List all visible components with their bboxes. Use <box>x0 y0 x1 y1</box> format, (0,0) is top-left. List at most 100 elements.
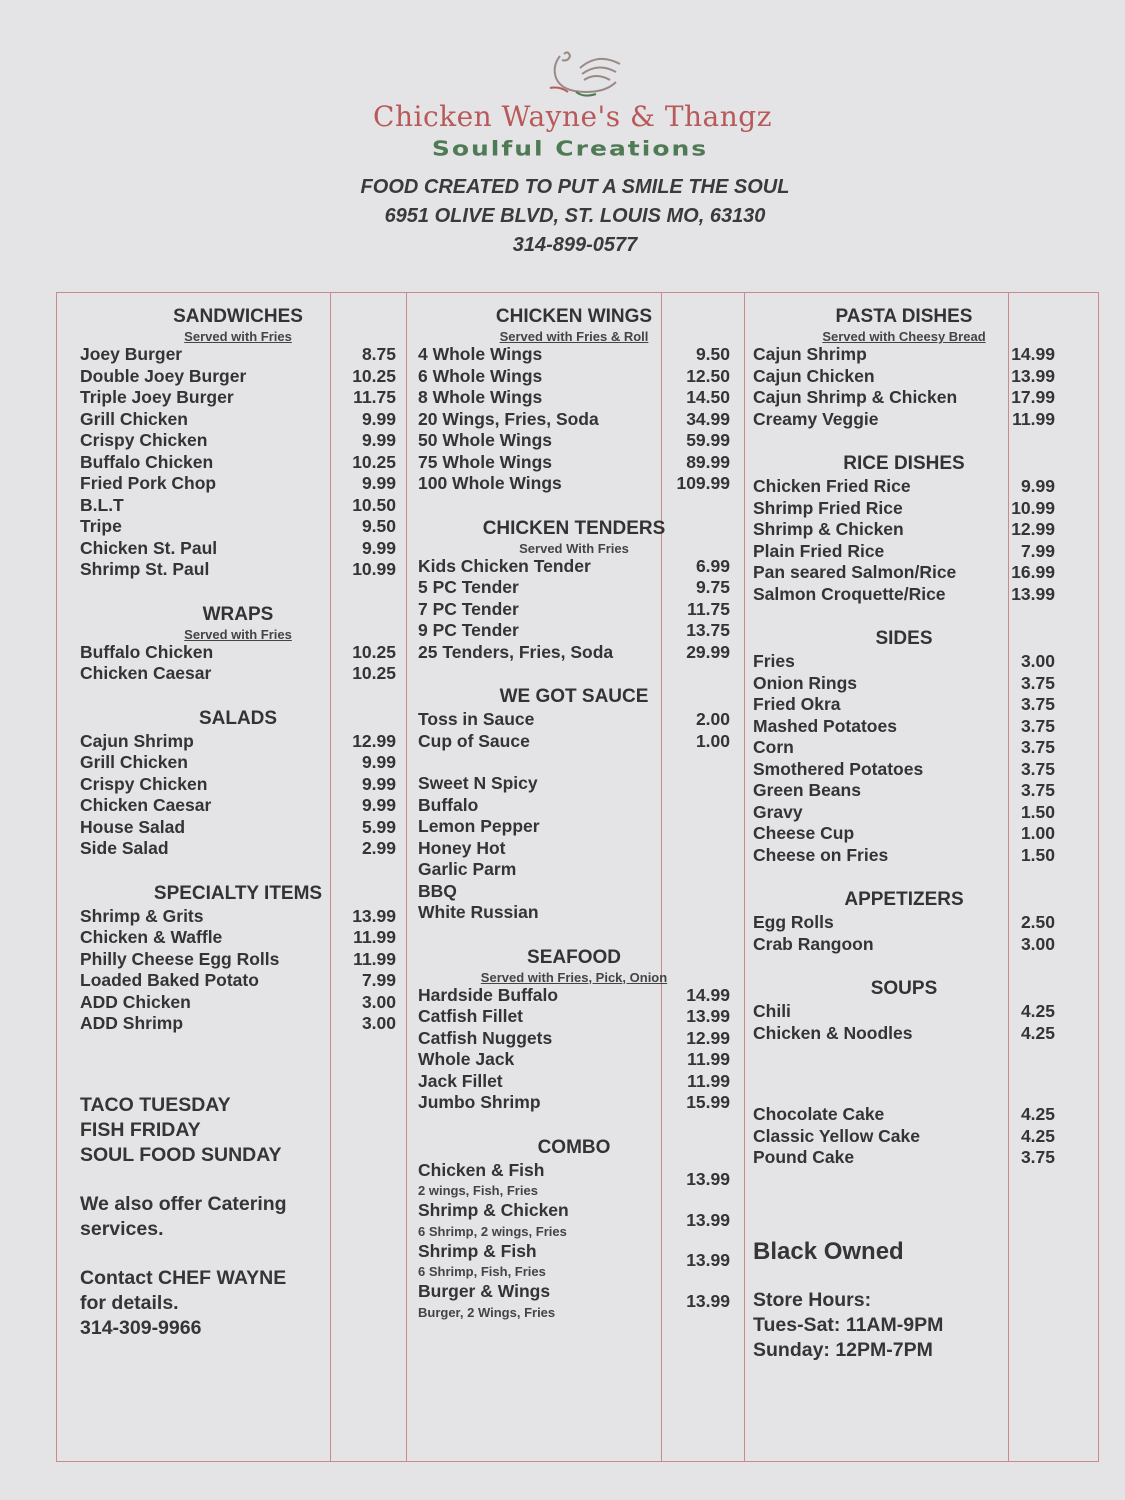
item-name: Plain Fried Rice <box>753 540 885 561</box>
item-info: Crispy Chicken <box>80 430 207 452</box>
item-price: 10.25 <box>352 365 396 386</box>
note-line: 314-309-9966 <box>80 1316 202 1339</box>
item-name: Toss in Sauce <box>418 709 535 729</box>
item-price: 13.99 <box>686 1169 730 1189</box>
item-info: Chocolate Cake <box>753 1104 884 1126</box>
section-subtitle: Served with Fries, Pick, Onion <box>480 969 668 985</box>
item-name: 5 PC Tender <box>418 577 519 597</box>
item-name: House Salad <box>80 816 186 837</box>
item-price: 14.99 <box>686 984 730 1005</box>
item-name: Classic Yellow Cake <box>753 1125 921 1146</box>
menu-item: Crispy Chicken 9.99 <box>80 430 396 452</box>
note-line: FISH FRIDAY <box>80 1118 201 1141</box>
item-price: 10.50 <box>352 494 396 515</box>
menu-item: Catfish Fillet 13.99 <box>418 1006 730 1028</box>
item-name: ADD Shrimp <box>80 1013 184 1033</box>
note-line: TACO TUESDAY <box>80 1093 231 1116</box>
item-price: 12.99 <box>352 730 396 751</box>
item-price: 9.99 <box>361 408 396 429</box>
menu-item: Crispy Chicken 9.99 <box>80 774 396 796</box>
menu-item: 50 Whole Wings 59.99 <box>418 430 730 452</box>
item-name: Shrimp & Chicken <box>753 519 904 539</box>
item-info: Jack Fillet <box>418 1071 503 1093</box>
menu-item: Grill Chicken 9.99 <box>80 409 396 431</box>
item-name: Green Beans <box>753 780 861 800</box>
sauce-flavor: White Russian <box>418 902 539 922</box>
item-info: Hardside Buffalo <box>418 985 558 1007</box>
item-name: Chicken St. Paul <box>80 537 218 558</box>
item-name: B.L.T <box>80 494 124 515</box>
menu-item: Chili 4.25 <box>753 1001 1055 1023</box>
item-info: Kids Chicken Tender <box>418 556 591 578</box>
menu-section: PASTA DISHES Served with Cheesy Bread Caju… <box>753 305 1055 430</box>
item-info: 50 Whole Wings <box>418 430 552 452</box>
item-description: 6 Shrimp, Fish, Fries <box>418 1264 546 1279</box>
item-price: 10.25 <box>352 451 396 472</box>
menu-item: Toss in Sauce 2.00 <box>418 709 730 731</box>
item-price: 13.99 <box>686 1209 730 1230</box>
item-info: Chili <box>753 1001 791 1023</box>
item-name: Pound Cake <box>753 1147 855 1167</box>
item-info: 6 Whole Wings <box>418 366 542 388</box>
note-line: Tues-Sat: 11AM-9PM <box>753 1313 944 1336</box>
menu-item: Pound Cake 3.75 <box>753 1147 1055 1169</box>
item-price: 9.99 <box>361 795 396 815</box>
item-price: 4.25 <box>1020 1125 1055 1146</box>
menu-item: Side Salad 2.99 <box>80 838 396 860</box>
item-price: 4.25 <box>1020 1001 1055 1021</box>
item-info: Onion Rings <box>753 673 857 695</box>
item-price: 3.75 <box>1020 1147 1055 1167</box>
note-line: We also offer Catering <box>80 1192 287 1215</box>
item-name: Chicken Fried Rice <box>753 476 911 496</box>
item-info: Gravy <box>753 802 803 824</box>
menu-item: Chicken & Noodles 4.25 <box>753 1023 1055 1045</box>
item-name: Philly Cheese Egg Rolls <box>80 948 280 969</box>
menu-section: SEAFOOD Served with Fries, Pick, Onion Har… <box>418 946 730 1114</box>
sauce-flavor: Sweet N Spicy <box>418 773 538 793</box>
item-price: 9.50 <box>695 344 730 364</box>
menu-item: Double Joey Burger 10.25 <box>80 366 396 388</box>
menu-item: Chicken St. Paul 9.99 <box>80 538 396 560</box>
menu-section: APPETIZERS Egg Rolls 2.50 Crab Rangoon 3.00 <box>753 888 1055 955</box>
slogan: FOOD CREATED TO PUT A SMILE THE SOUL <box>360 176 790 198</box>
item-info: Chicken Fried Rice <box>753 476 911 498</box>
section-subtitle: Served with Fries & Roll <box>499 329 649 344</box>
menu-item: Pan seared Salmon/Rice 16.99 <box>753 562 1055 584</box>
brand-name: Chicken Wayne's & Thangz <box>373 100 772 133</box>
item-price: 5.99 <box>361 816 396 837</box>
item-name: Chocolate Cake <box>753 1104 885 1124</box>
menu-item: 7 PC Tender 11.75 <box>418 599 730 621</box>
item-info: Salmon Croquette/Rice <box>753 584 946 606</box>
item-info: Pound Cake <box>753 1147 854 1169</box>
section-title: CHICKEN WINGS <box>495 306 653 327</box>
item-name: Smothered Potatoes <box>753 758 924 779</box>
section-title: CHICKEN TENDERS <box>482 517 666 539</box>
item-info: Mashed Potatoes <box>753 716 897 738</box>
item-price: 3.75 <box>1020 672 1055 693</box>
item-price: 3.00 <box>1020 651 1055 671</box>
item-info: Jumbo Shrimp <box>418 1092 541 1114</box>
item-price: 9.75 <box>695 577 730 597</box>
menu-item: Mashed Potatoes 3.75 <box>753 716 1055 738</box>
menu-section: SIDES Fries 3.00 Onion Rings 3.75 Fried Okra 3… <box>753 627 1055 866</box>
item-info: Shrimp & Grits <box>80 906 204 928</box>
menu-item: Buffalo Chicken 10.25 <box>80 642 396 664</box>
item-name: Cajun Shrimp <box>753 344 867 364</box>
note-line: Sunday: 12PM-7PM <box>753 1338 933 1361</box>
menu-item: Kids Chicken Tender 6.99 <box>418 556 730 578</box>
menu-item: Chicken Caesar 9.99 <box>80 795 396 817</box>
item-info: Pan seared Salmon/Rice <box>753 562 956 584</box>
divider <box>1008 292 1009 1462</box>
sauce-flavor: BBQ <box>418 880 457 901</box>
item-price: 10.25 <box>352 663 396 683</box>
item-price: 2.99 <box>361 838 396 858</box>
item-info: Joey Burger <box>80 344 182 366</box>
item-price: 16.99 <box>1011 562 1055 582</box>
item-price: 6.99 <box>695 555 730 576</box>
item-info: 25 Tenders, Fries, Soda <box>418 642 613 664</box>
item-price: 11.99 <box>353 927 396 947</box>
item-price: 12.50 <box>686 365 730 386</box>
item-info: Chicken Caesar <box>80 795 211 817</box>
menu-item: Fried Okra 3.75 <box>753 694 1055 716</box>
item-name: 7 PC Tender <box>418 598 519 619</box>
